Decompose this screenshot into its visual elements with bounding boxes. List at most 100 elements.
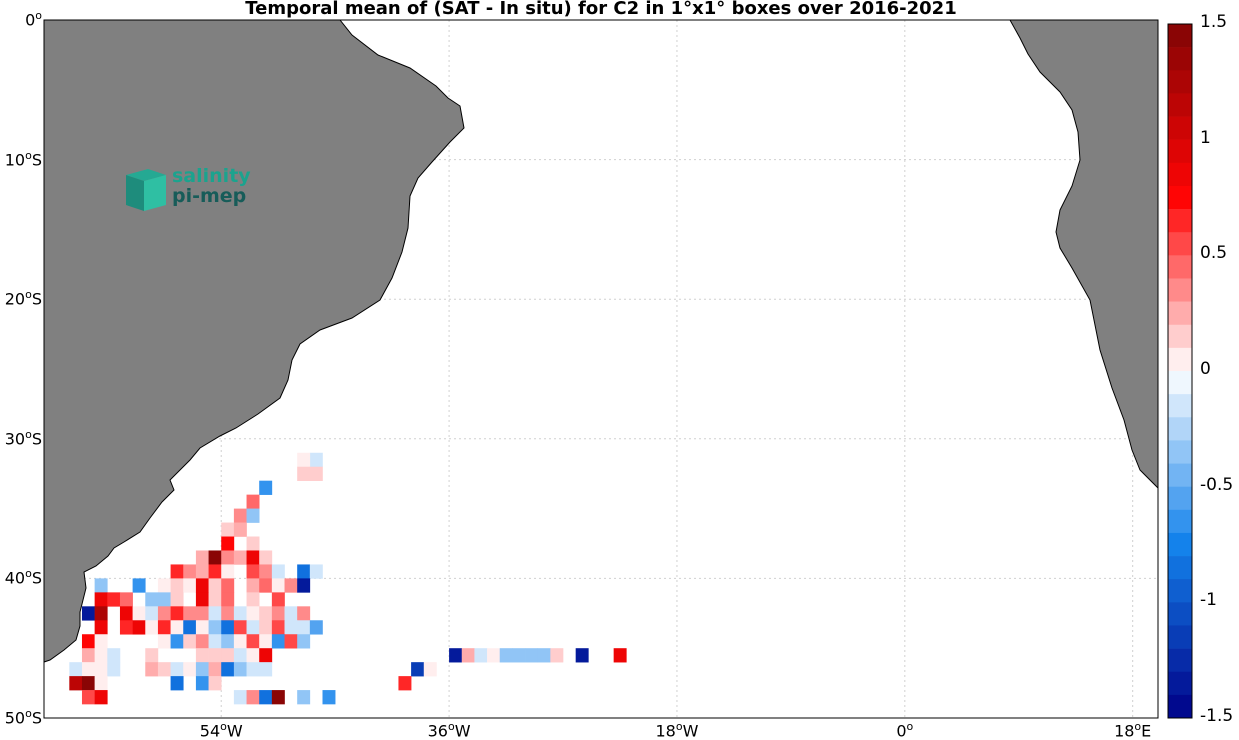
heatmap-cell: [183, 606, 197, 621]
colorbar-step: [1168, 139, 1192, 164]
colorbar-step: [1168, 556, 1192, 580]
lat-tick-label: 50oS: [4, 707, 42, 728]
lon-tick-label: 18oW: [655, 720, 699, 740]
heatmap-cell: [284, 578, 298, 593]
heatmap-cell: [233, 648, 247, 663]
heatmap-cell: [195, 634, 209, 649]
heatmap-cell: [157, 592, 171, 607]
colorbar-step: [1168, 347, 1192, 372]
heatmap-cell: [221, 662, 235, 677]
map-frame: [43, 19, 1159, 719]
colorbar-tick-label: -1.5: [1200, 706, 1234, 726]
heatmap-cell: [183, 662, 197, 677]
heatmap-cell: [132, 606, 146, 621]
colorbar-step: [1168, 579, 1192, 603]
heatmap-cell: [233, 606, 247, 621]
colorbar-frame: [1167, 23, 1193, 719]
lat-tick-label: 20oS: [4, 288, 42, 309]
heatmap-cell: [195, 564, 209, 579]
heatmap-cell: [145, 620, 159, 635]
heatmap-cell: [195, 592, 209, 607]
heatmap-cell: [499, 648, 513, 663]
heatmap-cell: [195, 662, 209, 677]
heatmap-cell: [221, 522, 235, 537]
heatmap-cell: [309, 564, 323, 579]
heatmap-cell: [170, 606, 184, 621]
colorbar-step: [1168, 47, 1192, 71]
heatmap-cell: [259, 550, 273, 565]
heatmap-cell: [512, 648, 526, 663]
heatmap-cell: [297, 466, 311, 481]
colorbar-step: [1168, 440, 1192, 464]
heatmap-cell: [537, 648, 551, 663]
heatmap-cell: [233, 662, 247, 677]
colorbar-step: [1168, 232, 1192, 256]
heatmap-cell: [297, 634, 311, 649]
heatmap-cell: [208, 620, 222, 635]
heatmap-cell: [271, 564, 285, 579]
heatmap-cell: [233, 508, 247, 523]
colorbar-step: [1168, 185, 1192, 210]
heatmap-cell: [246, 592, 260, 607]
heatmap-cell: [208, 662, 222, 677]
africa-land: [1009, 19, 1159, 490]
colorbar-step: [1168, 602, 1192, 626]
heatmap-cell: [170, 564, 184, 579]
heatmap-cell: [259, 634, 273, 649]
colorbar-tick-label: -1: [1200, 590, 1217, 611]
heatmap-cell: [322, 690, 336, 705]
heatmap-cell: [81, 676, 95, 691]
map-title: Temporal mean of (SAT - In situ) for C2 …: [245, 0, 957, 19]
heatmap-cell: [208, 676, 222, 691]
heatmap-cell: [107, 592, 121, 607]
lat-tick-label: 40oS: [4, 567, 42, 588]
heatmap-cell: [309, 452, 323, 468]
heatmap-cell: [613, 648, 627, 663]
heatmap-cell: [132, 620, 146, 635]
heatmap-cell: [81, 648, 95, 663]
heatmap-cell: [284, 634, 298, 649]
heatmap-cell: [246, 536, 260, 551]
heatmap-cell: [297, 606, 311, 621]
heatmap-cell: [94, 676, 108, 691]
heatmap-cell: [221, 536, 235, 551]
heatmap-cell: [94, 690, 108, 705]
colorbar-tick-label: 0: [1200, 359, 1211, 379]
colorbar-step: [1168, 24, 1192, 48]
heatmap-cell: [145, 648, 159, 663]
heatmap-cell: [284, 620, 298, 635]
heatmap-cell: [195, 550, 209, 565]
heatmap-cell: [259, 620, 273, 635]
heatmap-cell: [309, 466, 323, 481]
lon-tick-label: 36oW: [427, 720, 471, 740]
heatmap-cell: [208, 606, 222, 621]
colorbar-step: [1168, 116, 1192, 140]
lat-tick-label: 10oS: [4, 148, 42, 169]
heatmap-cell: [195, 676, 209, 691]
heatmap-cell: [297, 620, 311, 635]
heatmap-cell: [449, 648, 463, 663]
lat-tick-label: 30oS: [4, 427, 42, 449]
colorbar: [1167, 23, 1193, 719]
heatmap-cell: [271, 592, 285, 607]
heatmap-cell: [246, 634, 260, 649]
heatmap-cell: [119, 592, 133, 607]
heatmap-cell: [170, 676, 184, 691]
heatmap-cell: [208, 634, 222, 649]
heatmap-cell: [487, 648, 501, 663]
colorbar-tick-label: 0.5: [1200, 243, 1228, 264]
colorbar-step: [1168, 70, 1192, 94]
colorbar-step: [1168, 209, 1192, 233]
heatmap-cell: [259, 578, 273, 593]
heatmap-cell: [208, 578, 222, 593]
heatmap-cell: [94, 634, 108, 649]
heatmap-cell: [461, 648, 475, 663]
heatmap-cell: [119, 620, 133, 635]
lon-tick-label: 54oW: [199, 720, 243, 740]
colorbar-step: [1168, 671, 1192, 696]
heatmap-cell: [221, 592, 235, 607]
colorbar-step: [1168, 509, 1192, 534]
heatmap-cell: [94, 648, 108, 663]
heatmap-cell: [221, 634, 235, 649]
heatmap-cell: [259, 564, 273, 579]
